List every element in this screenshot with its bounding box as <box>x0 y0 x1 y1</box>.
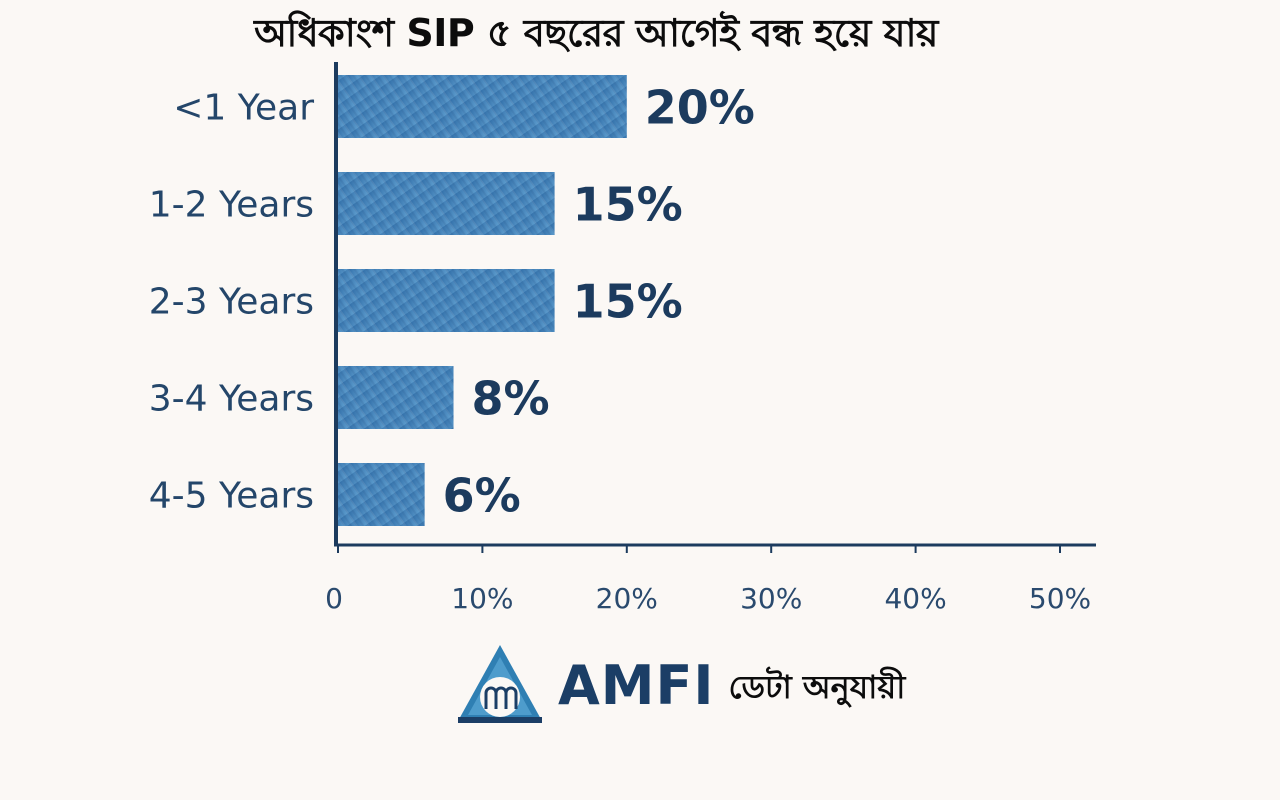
bar-1 <box>338 172 555 235</box>
chart-title: অধিকাংশ SIP ৫ বছরের আগেই বন্ধ হয়ে যায় <box>254 11 938 55</box>
bar-4 <box>338 463 425 526</box>
x-tick-label: 10% <box>451 582 513 615</box>
x-tick-label: 50% <box>1029 582 1091 615</box>
bar-chart: <1 Year 20% 1-2 Years 15% 2-3 Years 15% 3-4 Ye… <box>149 62 1096 615</box>
value-label: 6% <box>443 469 521 523</box>
source-note: ডেটা অনুযায়ী <box>728 668 906 706</box>
value-label: 20% <box>645 81 755 135</box>
x-tick-label: 40% <box>884 582 946 615</box>
category-label: 4-5 Years <box>149 476 314 517</box>
bar-2 <box>338 269 555 332</box>
source-footer: AMFI ডেটা অনুযায়ী <box>456 640 905 726</box>
category-label: 3-4 Years <box>149 379 314 420</box>
value-label: 15% <box>573 275 683 329</box>
category-label: <1 Year <box>173 88 314 129</box>
x-tick-label: 30% <box>740 582 802 615</box>
amfi-brand-text: AMFI <box>558 653 715 717</box>
value-label: 8% <box>472 372 550 426</box>
amfi-logo-icon <box>458 645 542 723</box>
bar-0 <box>338 75 627 138</box>
x-tick-label: 20% <box>596 582 658 615</box>
bar-3 <box>338 366 454 429</box>
category-label: 1-2 Years <box>149 185 314 226</box>
value-label: 15% <box>573 178 683 232</box>
x-tick-label: 0 <box>325 582 343 615</box>
category-label: 2-3 Years <box>149 282 314 323</box>
